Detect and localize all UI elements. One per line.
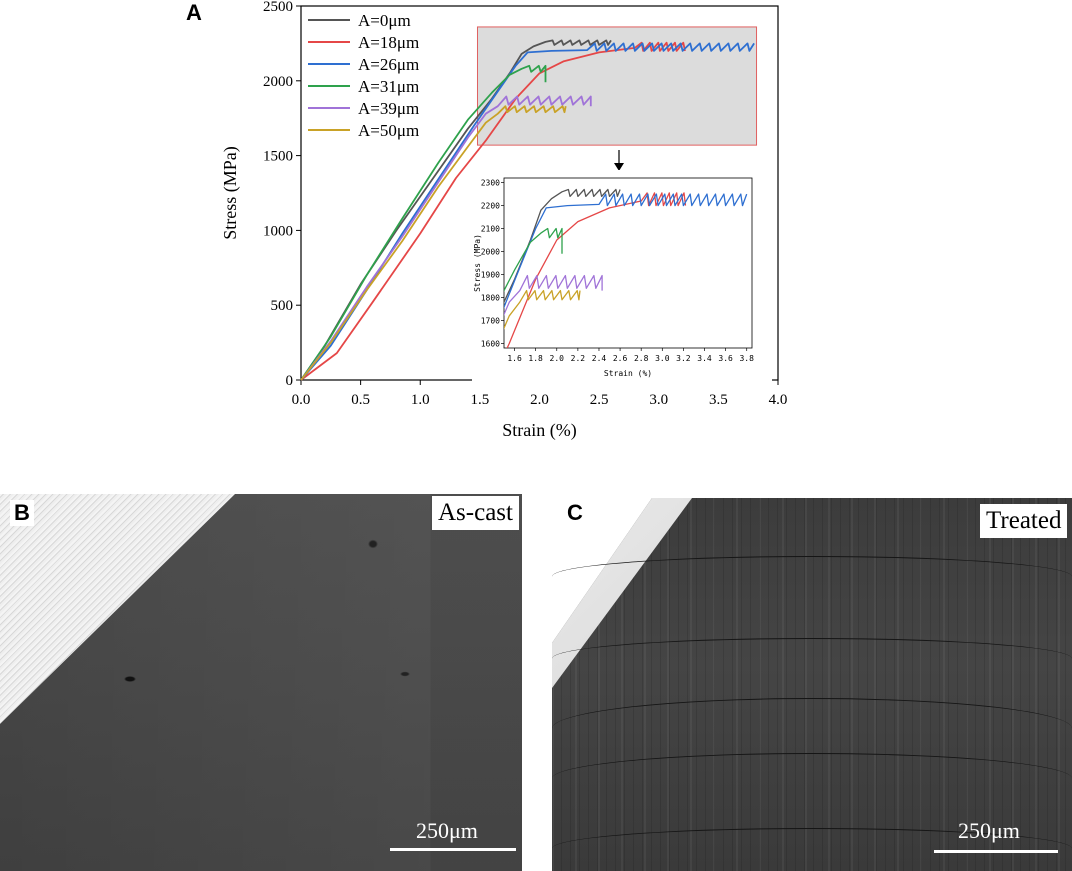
inset-series-line [504,227,563,292]
inset-series-line [504,193,748,309]
panel-label-a: A [186,0,202,25]
y-tick-label: 500 [271,298,294,314]
y-tick-label: 0 [286,373,294,389]
inset-x-tick-label: 3.8 [739,354,754,363]
crack-line [552,753,1072,804]
x-tick-label: 1.5 [471,392,490,408]
inset-series-line [504,289,581,330]
series-line [300,105,567,381]
inset-series-group [504,188,748,348]
scale-bar-label-b: 250μm [416,818,478,843]
inset-x-tick-label: 3.2 [676,354,691,363]
series-line [300,42,755,381]
series-line [300,41,686,381]
x-tick-label: 2.5 [590,392,609,408]
series-line [300,64,547,381]
inset-x-tick-label: 3.4 [697,354,712,363]
inset-x-axis-label: Strain (%) [604,369,652,378]
x-tick-label: 4.0 [769,392,788,408]
panel-label-c: C [563,500,587,526]
series-line [300,95,592,381]
inset-y-tick-label: 2300 [481,179,500,188]
inset-zoom-chart: 1.6 1.8 2.0 2.2 2.4 2.6 2.8 3.0 3.2 3.4 3.6 3.8 1600… [472,170,772,385]
panel-label-b: B [10,500,34,526]
inset-series-line [506,192,687,348]
inset-series-line [504,274,603,316]
scale-bar-label-c: 250μm [958,818,1020,843]
legend-entry: A=0μm [358,11,411,30]
inset-x-tick-label: 2.0 [550,354,565,363]
y-tick-label: 1000 [263,223,293,239]
inset-x-tick-label: 1.6 [507,354,522,363]
x-tick-label: 3.0 [649,392,668,408]
inset-x-tick-label: 1.8 [528,354,543,363]
inset-x-tick-label: 2.4 [592,354,607,363]
inset-y-tick-label: 1900 [481,270,500,279]
scale-bar-b [390,848,516,851]
legend-entry: A=18μm [358,33,419,52]
as-cast-micrograph [0,494,522,871]
inset-y-tick-label: 1600 [481,339,500,348]
crack-line [552,638,1072,679]
legend-entry: A=31μm [358,77,419,96]
series-line [300,39,612,381]
inset-x-tick-label: 2.6 [613,354,628,363]
x-axis-label: Strain (%) [502,420,576,441]
stress-strain-chart: 0.0 0.5 1.0 1.5 2.0 2.5 3.0 3.5 4.0 0 500 1000 1500 2… [220,0,788,441]
zoom-region [476,26,758,146]
y-tick-label: 2000 [263,74,293,90]
treated-micrograph [552,498,1072,871]
x-tick-label: 0.0 [292,392,311,408]
x-tick-label: 1.0 [411,392,430,408]
inset-y-tick-label: 1800 [481,293,500,302]
crack-line [552,556,1072,597]
legend-entry: A=26μm [358,55,419,74]
y-tick-label: 1500 [263,149,293,165]
scale-bar-c [934,850,1058,853]
x-tick-label: 3.5 [709,392,728,408]
x-tick-label: 0.5 [351,392,370,408]
crack-line [552,698,1072,759]
treated-label: Treated [980,504,1068,538]
inset-y-tick-label: 2000 [481,248,500,257]
inset-y-axis-label: Stress (MPa) [473,234,482,292]
legend-entry: A=50μm [358,121,419,140]
inset-x-tick-label: 3.0 [655,354,670,363]
inset-x-tick-label: 2.8 [634,354,649,363]
inset-y-tick-label: 1700 [481,316,500,325]
inset-frame [503,177,753,349]
y-axis-label: Stress (MPa) [220,146,241,240]
inset-x-tick-label: 2.2 [571,354,586,363]
fracture-edge [0,494,235,724]
inset-y-tick-label: 2200 [481,202,500,211]
fracture-edge [552,498,692,688]
x-tick-label: 2.0 [530,392,549,408]
arrow-head [614,163,624,171]
as-cast-label: As-cast [432,496,519,530]
legend-entry: A=39μm [358,99,419,118]
crack-line [552,828,1072,869]
y-tick-label: 2500 [263,0,293,15]
inset-x-tick-label: 3.6 [718,354,733,363]
inset-series-line [504,188,621,304]
inset-y-tick-label: 2100 [481,225,500,234]
